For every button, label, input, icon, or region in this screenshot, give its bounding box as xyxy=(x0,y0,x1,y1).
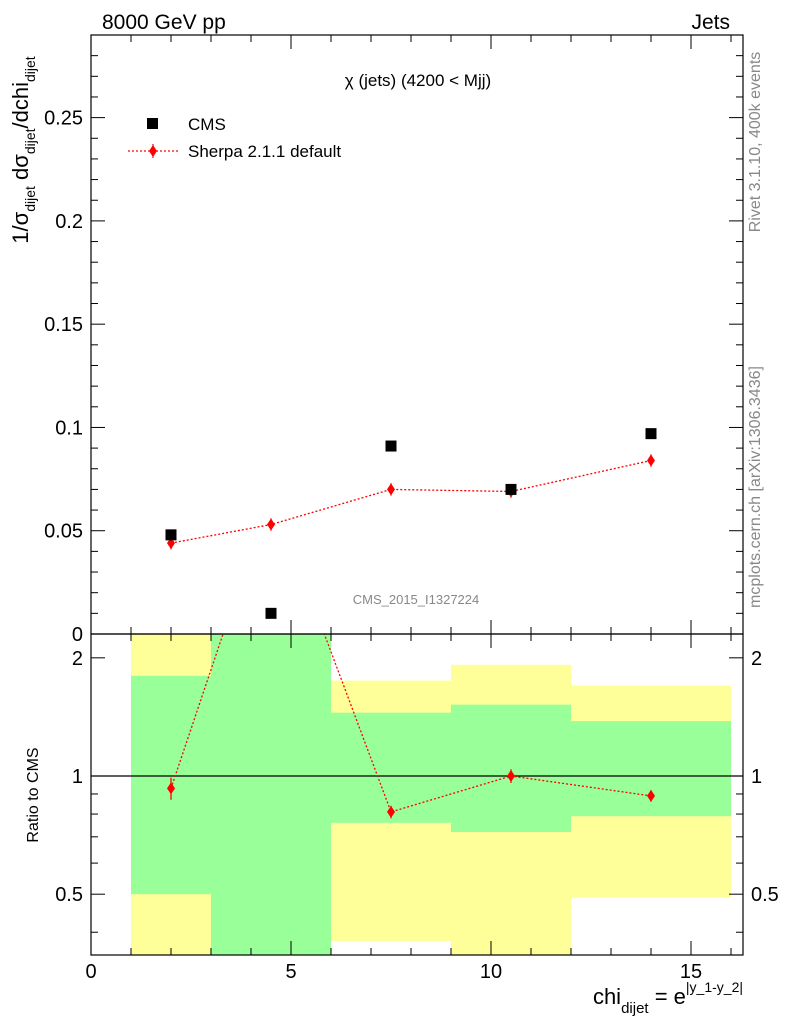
y-tick-label: 0.05 xyxy=(44,521,83,543)
mc-point xyxy=(267,518,275,531)
ratio-y-tick-label: 1 xyxy=(72,766,83,788)
legend: CMS Sherpa 2.1.1 default xyxy=(128,115,341,161)
cms-point xyxy=(385,440,397,452)
cms-point xyxy=(505,483,517,495)
ratio-point xyxy=(387,805,395,818)
ratio-frame xyxy=(90,633,744,956)
cms-point xyxy=(265,607,277,619)
band-inner-2 xyxy=(331,712,451,823)
ratio-y-tick-label: 0.5 xyxy=(55,884,83,906)
y-tick-label: 0.15 xyxy=(44,314,83,336)
mc-point xyxy=(647,454,655,467)
header-left: 8000 GeV pp xyxy=(102,11,226,34)
cms-point xyxy=(645,428,657,440)
main-panel xyxy=(165,428,657,619)
band-inner-3 xyxy=(451,704,571,833)
x-axis-label: chidijet = e|y_1-y_2| xyxy=(593,979,743,1017)
header-right: Jets xyxy=(691,11,730,34)
band-inner-4 xyxy=(571,721,731,817)
x-tick-label: 15 xyxy=(680,961,702,983)
ratio-y-tick-label-right: 0.5 xyxy=(751,884,779,906)
ratio-ylabel: Ratio to CMS xyxy=(25,747,42,842)
y-tick-label: 0 xyxy=(72,624,83,646)
ratio-panel xyxy=(91,634,743,819)
ratio-bands xyxy=(131,634,731,955)
axis-ticks: 0 0.05 0.1 0.15 0.2 0.25 0 5 10 15 0.5 0.5 1 1 2 2 xyxy=(44,34,779,983)
cms-point xyxy=(165,529,177,541)
x-tick-label: 5 xyxy=(285,961,296,983)
ratio-y-tick-label-right: 2 xyxy=(751,648,762,670)
watermark: CMS_2015_I1327224 xyxy=(353,592,480,607)
legend-label-cms: CMS xyxy=(188,115,226,134)
ratio-point xyxy=(507,770,515,783)
legend-marker-mc xyxy=(149,145,157,157)
mc-line xyxy=(170,459,652,544)
rivet-version: Rivet 3.1.10, 400k events xyxy=(747,52,764,233)
legend-marker-cms xyxy=(147,118,158,129)
x-tick-label: 10 xyxy=(480,961,502,983)
mcplots-credit: mcplots.cern.ch [arXiv:1306.3436] xyxy=(747,366,764,608)
main-ylabel: 1/σdijet dσdijet/dchidijet xyxy=(8,56,38,244)
band-inner-1 xyxy=(211,634,331,955)
y-tick-label: 0.25 xyxy=(44,108,83,130)
plot-title: χ (jets) (4200 < Mjj) xyxy=(345,71,491,90)
x-tick-label: 0 xyxy=(85,961,96,983)
mc-point xyxy=(387,483,395,496)
ratio-series xyxy=(167,634,655,819)
ratio-point xyxy=(647,789,655,802)
y-tick-label: 0.2 xyxy=(55,211,83,233)
ratio-y-tick-label: 2 xyxy=(72,648,83,670)
legend-label-mc: Sherpa 2.1.1 default xyxy=(188,142,341,161)
y-tick-label: 0.1 xyxy=(55,417,83,439)
ratio-point xyxy=(167,782,175,795)
ratio-y-tick-label-right: 1 xyxy=(751,766,762,788)
